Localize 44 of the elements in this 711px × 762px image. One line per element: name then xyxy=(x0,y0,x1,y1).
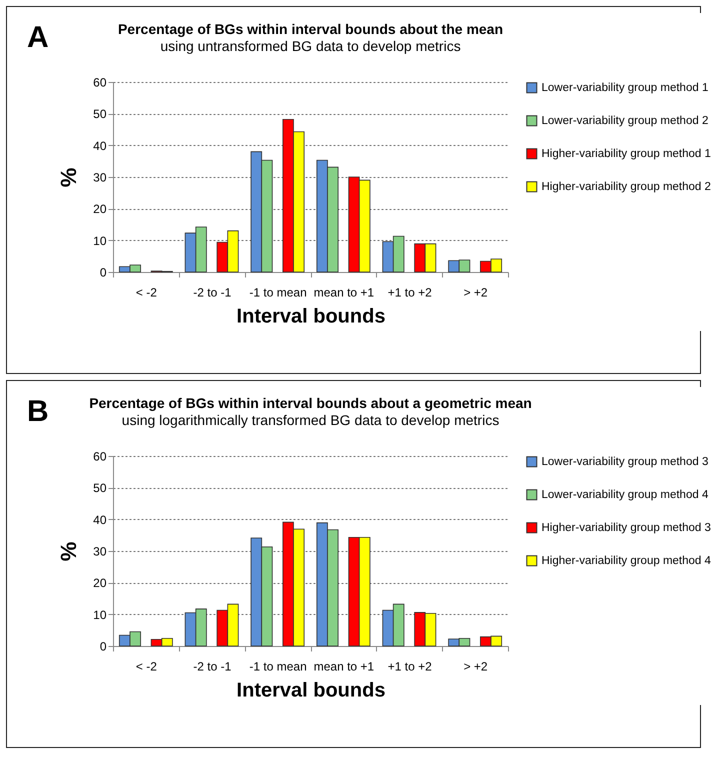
x-tick-label: -2 to -1 xyxy=(193,286,232,300)
y-tick-label: 40 xyxy=(93,138,107,153)
y-tick-label: 60 xyxy=(93,76,107,90)
x-tick-label: > +2 xyxy=(464,286,488,300)
x-tick-label: < -2 xyxy=(136,660,158,674)
legend-label: Lower-variability group method 4 xyxy=(542,488,709,501)
legend-label: Higher-variability group method 1 xyxy=(542,148,711,160)
text: A xyxy=(27,21,49,55)
chart-title: Percentage of BGs within interval bounds about a geometric mean xyxy=(89,395,532,411)
x-tick-label: mean to +1 xyxy=(314,286,374,300)
y-tick-label: 10 xyxy=(93,234,107,248)
y-tick-label: 10 xyxy=(93,608,107,622)
legend-label: Higher-variability group method 4 xyxy=(542,554,711,567)
x-axis-title: Interval bounds xyxy=(236,680,386,702)
chart-subtitle: using untransformed BG data to develop metrics xyxy=(160,38,461,54)
legend-label: Lower-variability group method 2 xyxy=(542,114,708,127)
chart-subtitle: using logarithmically transformed BG data to develop metrics xyxy=(122,412,500,428)
x-tick-label: > +2 xyxy=(464,660,488,674)
y-tick-label: 30 xyxy=(93,544,107,558)
legend-label: Higher-variability group method 3 xyxy=(542,522,711,534)
legend-label: Higher-variability group method 2 xyxy=(542,180,711,193)
y-tick-label: 0 xyxy=(100,266,107,280)
y-tick-label: 30 xyxy=(93,170,107,184)
y-tick-label: 50 xyxy=(93,107,107,122)
x-tick-label: +1 to +2 xyxy=(388,286,432,300)
x-tick-label: -1 to mean xyxy=(249,660,307,674)
y-axis-title: % xyxy=(56,542,82,562)
y-axis-title: % xyxy=(56,168,82,188)
y-tick-label: 20 xyxy=(93,202,107,216)
y-tick-label: 0 xyxy=(100,640,107,654)
legend-label: Lower-variability group method 1 xyxy=(542,82,708,94)
x-axis-title: Interval bounds xyxy=(236,306,386,328)
y-tick-label: 50 xyxy=(93,481,107,496)
legend-label: Lower-variability group method 3 xyxy=(542,456,708,468)
x-tick-label: -1 to mean xyxy=(249,286,307,300)
y-tick-label: 60 xyxy=(93,450,107,464)
x-tick-label: +1 to +2 xyxy=(388,660,432,674)
x-tick-label: < -2 xyxy=(136,286,158,300)
text: B xyxy=(27,395,49,429)
x-tick-label: -2 to -1 xyxy=(193,660,232,674)
y-tick-label: 20 xyxy=(93,576,107,590)
x-tick-label: mean to +1 xyxy=(314,660,374,674)
chart-title: Percentage of BGs within interval bounds about the mean xyxy=(118,21,504,37)
y-tick-label: 40 xyxy=(93,512,107,527)
